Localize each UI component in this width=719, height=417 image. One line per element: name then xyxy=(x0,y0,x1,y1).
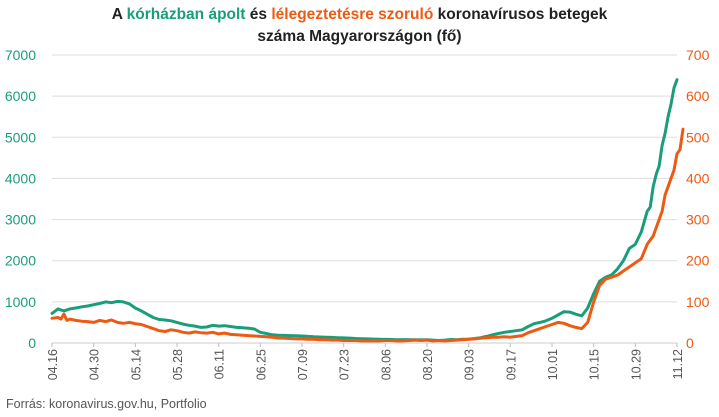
x-tick-label: 04.16 xyxy=(46,349,60,380)
x-tick-label: 04.30 xyxy=(88,349,102,380)
y-right-tick-label: 100 xyxy=(686,294,710,310)
y-left-tick-label: 2000 xyxy=(5,253,36,269)
series-line-hospitalized xyxy=(50,78,679,342)
y-right-tick-label: 500 xyxy=(686,129,710,145)
y-right-tick-label: 200 xyxy=(686,253,710,269)
y-right-tick-label: 0 xyxy=(686,335,694,351)
y-left-tick-label: 3000 xyxy=(5,212,36,228)
x-tick-label: 08.06 xyxy=(379,349,393,380)
y-left-tick-label: 0 xyxy=(28,335,36,351)
chart-title: A kórházban ápolt és lélegeztetésre szor… xyxy=(0,4,719,48)
y-right-tick-label: 300 xyxy=(686,212,710,228)
y-right-tick-label: 700 xyxy=(686,47,710,63)
x-tick-label: 07.23 xyxy=(338,349,352,380)
title-part-1: A xyxy=(111,6,127,23)
x-tick-label: 06.25 xyxy=(254,349,268,380)
title-hospitalized-label: kórházban ápolt xyxy=(126,6,246,23)
title-part-3: koronavírusos betegek xyxy=(433,6,608,23)
x-tick-label: 06.11 xyxy=(213,349,227,379)
y-left-tick-label: 1000 xyxy=(5,294,36,310)
y-right-tick-label: 400 xyxy=(686,170,710,186)
x-tick-label: 10.15 xyxy=(588,349,602,380)
y-left-tick-label: 6000 xyxy=(5,88,36,104)
x-tick-label: 05.14 xyxy=(129,349,143,380)
title-part-2: és xyxy=(245,6,272,23)
x-tick-label: 11.12 xyxy=(671,349,685,379)
x-tick-label: 10.01 xyxy=(546,349,560,380)
x-tick-label: 08.20 xyxy=(421,349,435,380)
y-right-tick-label: 600 xyxy=(686,88,710,104)
x-tick-label: 09.17 xyxy=(504,349,518,380)
x-tick-label: 09.03 xyxy=(463,349,477,380)
x-tick-label: 05.28 xyxy=(171,349,185,380)
y-left-tick-label: 7000 xyxy=(5,47,36,63)
x-tick-label: 07.09 xyxy=(296,349,310,380)
y-left-tick-label: 4000 xyxy=(5,170,36,186)
series-line-ventilated xyxy=(50,127,685,343)
title-line-2: száma Magyarországon (fő) xyxy=(257,28,462,45)
title-ventilated-label: lélegeztetésre szoruló xyxy=(271,6,434,23)
x-tick-label: 10.29 xyxy=(629,349,643,380)
source-note: Forrás: koronavirus.gov.hu, Portfolio xyxy=(6,397,207,411)
y-left-tick-label: 5000 xyxy=(5,129,36,145)
title-line-1: A kórházban ápolt és lélegeztetésre szor… xyxy=(0,4,719,26)
